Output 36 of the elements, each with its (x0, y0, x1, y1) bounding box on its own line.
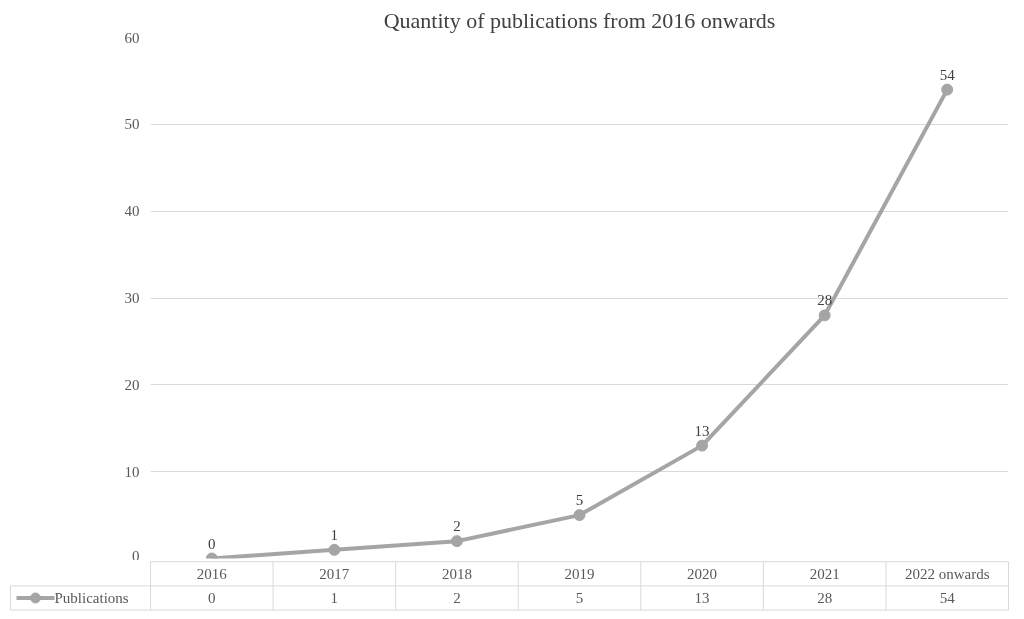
point (328, 543, 341, 556)
y-tick-label: 0 (132, 547, 140, 564)
point (450, 535, 463, 548)
point (941, 83, 954, 96)
point (696, 439, 709, 452)
text: 13 (694, 589, 710, 606)
data-label: 5 (575, 492, 584, 509)
y-tick-label: 30 (124, 290, 140, 306)
chart-title: Quantity of publications from 2016 onwards (383, 7, 776, 33)
x-tick-label: 2021 (809, 565, 840, 582)
text: 2 (453, 589, 461, 606)
data-label: 13 (694, 422, 710, 439)
x-tick-label: 2018 (441, 565, 472, 582)
data-label: 0 (208, 535, 216, 552)
y-tick-label: 50 (124, 116, 140, 133)
x-tick-label: 2017 (319, 565, 350, 582)
x-tick-label: 2020 (687, 565, 718, 582)
point (573, 509, 586, 522)
y-tick-label: 60 (124, 29, 140, 46)
text: 5 (575, 589, 584, 606)
y-tick-label: 10 (124, 463, 140, 480)
x-tick-label: 2016 (196, 565, 228, 582)
data-label: 54 (939, 66, 956, 83)
x-tick-label: 2022 onwards (904, 565, 990, 582)
text: 1 (330, 589, 339, 606)
text: 28 (817, 589, 833, 606)
x-tick-label: 2019 (564, 565, 595, 582)
text: 54 (939, 589, 956, 606)
data-label: 1 (330, 526, 339, 543)
data-label: 2 (453, 518, 461, 535)
text: 0 (208, 589, 216, 606)
y-tick-label: 40 (124, 203, 140, 220)
legend-label: Publications (54, 589, 129, 606)
data-label: 28 (817, 292, 833, 309)
point (818, 309, 831, 322)
y-tick-label: 20 (124, 376, 140, 393)
